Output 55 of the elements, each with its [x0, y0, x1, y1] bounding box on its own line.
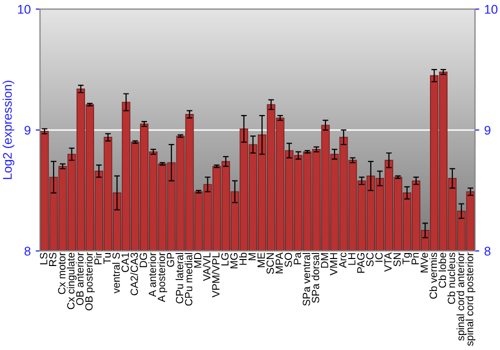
x-tick-label: CA1 [122, 252, 129, 272]
x-tick-label: RS [49, 252, 56, 266]
y2-tick-label: 9 [484, 126, 490, 135]
x-tick-label: PAG [357, 253, 365, 273]
x-tick-label: SCN [266, 253, 274, 274]
y2-tick-label: 10 [484, 4, 498, 14]
x-tick-label: Hb [239, 252, 247, 265]
y-tick-label: 8 [24, 246, 30, 256]
x-tick-label: LG [221, 253, 229, 266]
x-tick-label: MVe [420, 252, 428, 272]
x-tick-label: CPu medial [184, 253, 192, 306]
x-tick-label: MPA [276, 252, 283, 274]
x-tick-label: SN [393, 253, 401, 266]
x-tick-label: M [248, 253, 256, 260]
x-tick-label: A anterior [148, 252, 156, 297]
x-tick-label: CA2/CA3 [130, 252, 138, 296]
x-tick-label: Cb nucleus [447, 252, 456, 304]
x-tick-label: spinal cord posterior [466, 252, 476, 346]
x-tick-label: ventral S [112, 252, 120, 294]
x-tick-label: Tu [103, 253, 111, 264]
x-tick-label: Pa [294, 252, 302, 264]
x-tick-label: MG [230, 253, 238, 268]
y-tick-label: 9 [24, 126, 30, 135]
x-tick-label: LH [348, 253, 356, 265]
x-tick-label: VPM/VPL [212, 252, 220, 298]
x-tick-label: DG [140, 253, 148, 268]
x-tick-label: LS [40, 252, 48, 264]
x-tick-label: Cb vermis [429, 252, 438, 299]
x-tick-label: Pn [412, 253, 419, 264]
x-tick-label: Tg [402, 253, 412, 264]
x-tick-label: SC [366, 252, 374, 266]
x-tick-label: SO [284, 252, 292, 267]
x-tick-label: A posterior [157, 252, 168, 302]
x-tick-label: DM [320, 253, 328, 268]
x-tick-label: SPa ventral [302, 253, 310, 306]
x-tick-label: Arc [339, 252, 346, 268]
x-tick-label: spinal cord anterior [456, 252, 466, 341]
x-tick-label: VA/VL [202, 252, 210, 282]
x-tick-label: Cx cingulate [66, 252, 77, 310]
x-tick-label: OB anterior [76, 252, 84, 306]
y-axis-title: Log2 (expression) [2, 80, 14, 180]
x-tick-label: CPu lateral [176, 253, 184, 304]
y-tick-label: 10 [18, 4, 30, 14]
x-tick-label: OB posterior [84, 252, 95, 310]
x-tick-label: VMH [330, 253, 338, 276]
x-tick-label: GP [166, 252, 174, 267]
x-tick-label: Cb lobe [438, 252, 446, 288]
x-tick-label: MD [194, 252, 202, 268]
x-tick-label: IC [375, 252, 383, 262]
x-tick-label: ME [258, 252, 265, 268]
y2-tick-label: 8 [484, 246, 490, 256]
x-tick-label: SPa dorsal [312, 253, 320, 303]
x-tick-label: Cx motor [58, 252, 66, 294]
x-tick-label: Pir [94, 252, 102, 264]
x-tick-label: VTA [384, 252, 392, 272]
